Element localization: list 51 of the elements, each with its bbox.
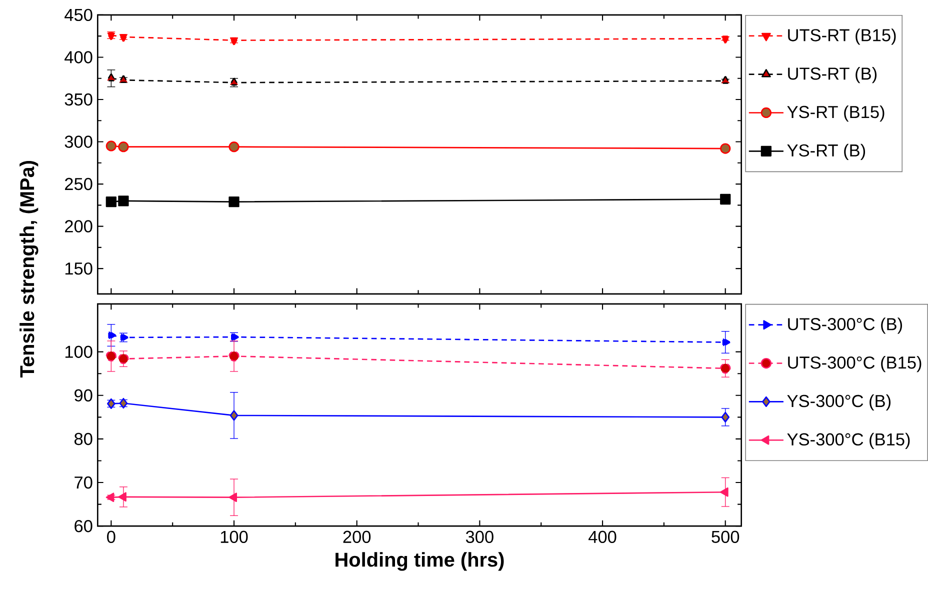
x-tick-label: 100 xyxy=(220,530,248,544)
x-tick-label: 200 xyxy=(343,530,371,544)
y-tick-label: 90 xyxy=(74,389,92,402)
point xyxy=(720,36,730,44)
legend-label: YS-RT (B) xyxy=(787,144,866,160)
y-tick-label: 400 xyxy=(64,51,92,64)
point xyxy=(720,488,728,497)
y-tick-label: 300 xyxy=(64,136,92,148)
x-tick-label: 300 xyxy=(466,530,494,544)
legend-label: UTS-RT (B15) xyxy=(788,28,896,45)
point xyxy=(228,492,237,502)
point xyxy=(106,140,116,152)
y-tick-label: 70 xyxy=(74,476,92,489)
point xyxy=(118,142,129,152)
point xyxy=(228,196,240,208)
legend-label: UTS-RT (B) xyxy=(788,67,877,84)
x-axis-title: Holding time (hrs) xyxy=(336,552,504,571)
y-tick-label: 60 xyxy=(74,520,92,532)
point xyxy=(106,492,114,502)
x-tick-label: 400 xyxy=(588,530,616,544)
point xyxy=(118,492,126,502)
point xyxy=(229,37,239,46)
point xyxy=(118,354,129,364)
y-tick-label: 450 xyxy=(64,8,92,22)
legend-label: YS-RT (B15) xyxy=(787,106,884,122)
y-tick-label: 80 xyxy=(74,432,92,446)
legend-label: YS-300°C (B15) xyxy=(787,432,910,450)
point xyxy=(106,196,116,208)
point xyxy=(106,350,116,362)
y-tick-label: 200 xyxy=(65,220,92,233)
point xyxy=(721,412,730,423)
point xyxy=(228,350,240,362)
point xyxy=(108,330,116,340)
y-tick-label: 100 xyxy=(65,346,92,358)
point xyxy=(230,410,238,421)
x-tick-label: 0 xyxy=(107,530,116,544)
y-tick-label: 250 xyxy=(65,178,92,190)
point xyxy=(118,34,128,42)
point xyxy=(228,142,240,152)
point xyxy=(720,194,731,205)
legend-label: YS-300°C (B) xyxy=(787,394,890,411)
point xyxy=(720,143,731,154)
legend-label: UTS-300°C (B) xyxy=(788,318,902,334)
point xyxy=(118,196,129,206)
x-tick-label: 500 xyxy=(712,530,740,544)
point xyxy=(720,363,731,374)
point xyxy=(722,338,731,348)
legend-label: UTS-300°C (B15) xyxy=(788,356,922,372)
y-tick-label: 350 xyxy=(64,93,92,106)
y-tick-label: 150 xyxy=(65,262,92,275)
y-axis-title: Tensile strength, (MPa) xyxy=(20,161,38,378)
